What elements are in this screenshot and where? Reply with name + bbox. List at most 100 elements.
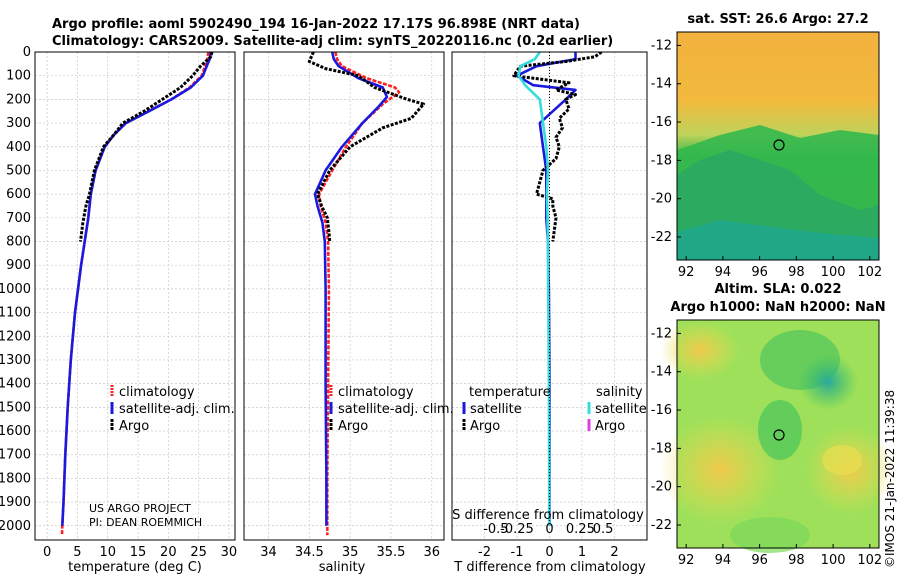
legend-climatology-label: climatology <box>338 385 414 400</box>
sla-argo-location-marker <box>773 429 785 441</box>
y-tick-label: 1300 <box>0 353 31 368</box>
y-tick-label: 1100 <box>0 306 31 321</box>
legend-s-argo-label: Argo <box>595 419 625 434</box>
map-lon-tick-label: 100 <box>821 553 846 568</box>
salinity-legend: climatology satellite-adj. clim. Argo <box>329 385 454 434</box>
sst-argo-location-marker <box>773 139 785 151</box>
difference-legend: temperature salinity satellite Argo sate… <box>462 385 647 434</box>
legend-t-satellite-label: satellite <box>470 402 522 417</box>
sla-map-ticks: 92 94 96 98 100 102 -12 -14 -16 -18 -20 -22 <box>651 326 882 568</box>
y-tick-label: 700 <box>6 211 31 226</box>
legend-satellite-label: satellite-adj. clim. <box>119 402 235 417</box>
map-lat-tick-label: -18 <box>651 153 672 168</box>
y-tick-label: 400 <box>6 140 31 155</box>
x-tick-label: 10 <box>99 545 116 560</box>
temperature-panel-frame <box>34 51 236 541</box>
y-tick-label: 1700 <box>0 448 31 463</box>
map-lon-tick-label: 94 <box>715 265 732 280</box>
map-lon-tick-label: 100 <box>821 265 846 280</box>
sst-map <box>676 31 880 261</box>
y-tick-label: 900 <box>6 258 31 273</box>
series-line-argo <box>79 52 214 242</box>
y-tick-label: 0 <box>23 45 31 60</box>
map-lat-tick-label: -12 <box>651 38 672 53</box>
imos-credit: ©IMOS 21-Jan-2022 11:39:38 <box>883 390 897 568</box>
map-lat-tick-label: -16 <box>651 115 672 130</box>
t-difference-xlabel: T difference from climatology <box>453 560 646 575</box>
temperature-panel-ticks: 0100200300400500600700800900100011001200… <box>0 45 237 560</box>
y-tick-label: 1800 <box>0 471 31 486</box>
map-lat-tick-label: -20 <box>651 192 672 207</box>
series-line-climatology <box>317 52 401 536</box>
x-tick-label: -2 <box>478 545 491 560</box>
map-lat-tick-label: -12 <box>651 326 672 341</box>
series-line-climatology <box>60 52 210 536</box>
legend-climatology-label: climatology <box>119 385 195 400</box>
map-lon-tick-label: 98 <box>788 553 805 568</box>
salinity-panel-ticks: 34 34.5 35 35.5 36 <box>260 545 440 560</box>
legend-salinity-title: salinity <box>596 385 643 400</box>
temperature-panel-lines <box>60 52 214 536</box>
x-tick-label: 0 <box>43 545 51 560</box>
y-tick-label: 500 <box>6 163 31 178</box>
map-lon-tick-label: 92 <box>678 265 695 280</box>
x-tick-label: 5 <box>73 545 81 560</box>
legend-temperature-title: temperature <box>469 385 551 400</box>
sla-map-title1: Altim. SLA: 0.022 <box>715 282 842 297</box>
y-tick-label: 1500 <box>0 400 31 415</box>
series-line-temperature-argo <box>512 52 603 242</box>
x-tick-label: 30 <box>221 545 238 560</box>
sla-map-title2: Argo h1000: NaN h2000: NaN <box>670 300 885 315</box>
sst-map-title: sat. SST: 26.6 Argo: 27.2 <box>687 12 868 27</box>
x-tick-label: 20 <box>160 545 177 560</box>
map-lon-tick-label: 92 <box>678 553 695 568</box>
legend-s-satellite-label: satellite <box>595 402 647 417</box>
salinity-panel-frame <box>243 51 445 541</box>
salinity-xlabel: salinity <box>319 560 366 575</box>
y-tick-label: 200 <box>6 92 31 107</box>
series-line-satellite-adj-clim- <box>313 52 389 526</box>
difference-panel-ticks: -2 -1 0 1 2 -0.5-0.25 0 0.250.5 <box>478 522 619 560</box>
legend-argo-label: Argo <box>119 419 149 434</box>
y-tick-label: 1000 <box>0 282 31 297</box>
map-lat-tick-label: -20 <box>651 480 672 495</box>
series-line-argo <box>307 52 426 242</box>
x-tick-label: 0 <box>545 545 553 560</box>
y-tick-label: 100 <box>6 69 31 84</box>
x-tick-label: -1 <box>511 545 524 560</box>
map-lon-tick-label: 98 <box>788 265 805 280</box>
y-tick-label: 300 <box>6 116 31 131</box>
x-tick-label: 34 <box>260 545 277 560</box>
s-difference-xlabel: S difference from climatology <box>452 508 644 523</box>
y-tick-label: 1900 <box>0 495 31 510</box>
x-tick-label: 1 <box>578 545 586 560</box>
s-tick-label: -0.5 <box>483 522 508 537</box>
temperature-legend: climatology satellite-adj. clim. Argo <box>110 385 235 434</box>
figure-title-line2: Climatology: CARS2009. Satellite-adj cli… <box>52 34 613 49</box>
legend-t-argo-label: Argo <box>470 419 500 434</box>
figure-title-line1: Argo profile: aoml 5902490_194 16-Jan-20… <box>52 17 580 32</box>
sla-map <box>660 319 895 553</box>
y-tick-label: 1400 <box>0 377 31 392</box>
s-tick-label: 0.25 <box>566 522 595 537</box>
map-lon-tick-label: 94 <box>715 553 732 568</box>
s-tick-label: -0.25 <box>500 522 534 537</box>
map-lon-tick-label: 96 <box>751 265 768 280</box>
map-lat-tick-label: -16 <box>651 403 672 418</box>
legend-satellite-label: satellite-adj. clim. <box>338 402 454 417</box>
x-tick-label: 34.5 <box>295 545 324 560</box>
y-tick-label: 1600 <box>0 424 31 439</box>
temperature-xlabel: temperature (deg C) <box>68 560 202 575</box>
map-lon-tick-label: 102 <box>857 553 882 568</box>
x-tick-label: 15 <box>130 545 147 560</box>
map-lat-tick-label: -22 <box>651 230 672 245</box>
y-tick-label: 800 <box>6 235 31 250</box>
legend-argo-label: Argo <box>338 419 368 434</box>
y-tick-label: 1200 <box>0 329 31 344</box>
sst-map-ticks: 92 94 96 98 100 102 -12 -14 -16 -18 -20 -22 <box>651 38 882 280</box>
salinity-panel-grid <box>244 51 444 540</box>
x-tick-label: 35.5 <box>376 545 405 560</box>
y-tick-label: 2000 <box>0 519 31 534</box>
x-tick-label: 25 <box>190 545 207 560</box>
